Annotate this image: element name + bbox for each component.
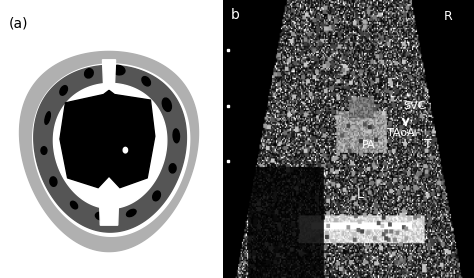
Ellipse shape [142, 77, 150, 86]
Ellipse shape [105, 130, 135, 162]
Text: PA: PA [362, 140, 376, 150]
Ellipse shape [94, 125, 102, 139]
Ellipse shape [112, 65, 125, 75]
Ellipse shape [41, 147, 47, 154]
Polygon shape [60, 90, 122, 188]
Ellipse shape [84, 69, 93, 78]
Polygon shape [99, 192, 119, 225]
Ellipse shape [162, 98, 172, 111]
Polygon shape [92, 90, 155, 188]
Ellipse shape [95, 212, 109, 220]
Polygon shape [19, 51, 199, 252]
Text: L: L [357, 188, 364, 201]
Text: b: b [230, 8, 239, 22]
Ellipse shape [101, 160, 110, 168]
Ellipse shape [169, 164, 176, 173]
Ellipse shape [173, 129, 180, 143]
Ellipse shape [125, 119, 132, 126]
Polygon shape [33, 64, 190, 236]
Polygon shape [54, 83, 167, 208]
Polygon shape [34, 65, 186, 232]
Ellipse shape [60, 86, 67, 95]
Text: SVC: SVC [404, 101, 426, 111]
Ellipse shape [123, 147, 128, 153]
Ellipse shape [109, 123, 120, 133]
Text: (a): (a) [9, 17, 28, 31]
Ellipse shape [127, 209, 136, 217]
Ellipse shape [45, 112, 50, 124]
Ellipse shape [71, 201, 78, 209]
Text: TAoA: TAoA [387, 128, 415, 138]
Polygon shape [102, 60, 116, 86]
Ellipse shape [111, 152, 118, 160]
Ellipse shape [153, 191, 160, 201]
Text: T: T [424, 138, 431, 151]
Ellipse shape [50, 177, 57, 186]
Text: R: R [444, 10, 453, 23]
